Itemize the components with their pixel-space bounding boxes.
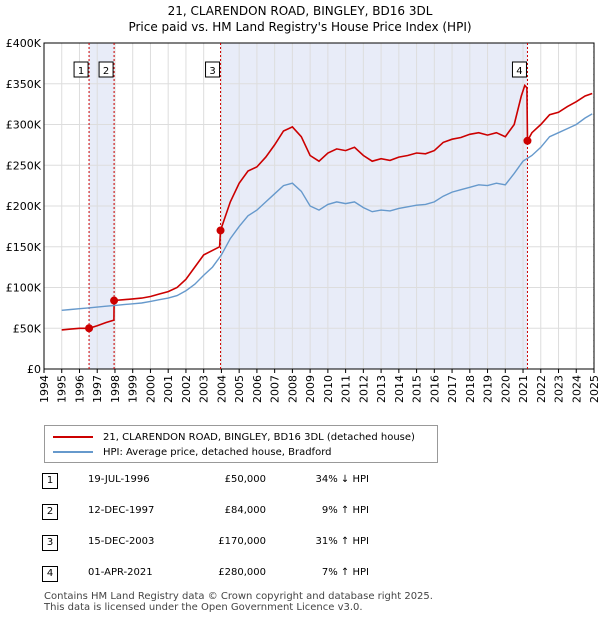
legend-label-property: 21, CLARENDON ROAD, BINGLEY, BD16 3DL (d… (103, 431, 415, 443)
legend-item-property: 21, CLARENDON ROAD, BINGLEY, BD16 3DL (d… (53, 430, 415, 444)
x-tick-label: 2001 (162, 375, 175, 403)
x-tick-label: 2013 (375, 375, 388, 403)
sale-marker-number: 2 (103, 66, 109, 77)
x-tick-label: 2021 (517, 375, 530, 403)
sale-marker-label-box: 2 (98, 61, 114, 78)
sale-point (110, 296, 119, 305)
footer: Contains HM Land Registry data © Crown c… (44, 591, 433, 613)
x-tick-label: 1997 (91, 375, 104, 403)
x-tick-label: 2020 (499, 375, 512, 403)
x-tick-label: 2010 (322, 375, 335, 403)
x-tick-label: 2004 (215, 375, 228, 403)
sale-point (216, 226, 225, 235)
footer-licence: This data is licensed under the Open Gov… (44, 602, 363, 613)
sale-price: £84,000 (224, 505, 266, 516)
x-tick-label: 2007 (269, 375, 282, 403)
sale-marker-badge: 2 (42, 504, 58, 520)
x-tick-label: 1998 (109, 375, 122, 403)
x-tick-label: 2003 (198, 375, 211, 403)
x-tick-label: 1999 (127, 375, 140, 403)
sale-row: 3 15-DEC-2003 £170,000 31% ↑ HPI (42, 532, 442, 554)
x-tick-label: 2016 (428, 375, 441, 403)
legend-label-hpi: HPI: Average price, detached house, Brad… (103, 446, 332, 458)
sale-marker-box (205, 61, 221, 78)
x-tick-label: 2025 (588, 375, 600, 403)
sale-marker-label-box: 4 (511, 61, 527, 78)
sale-marker-badge: 3 (42, 535, 58, 551)
sale-price: £50,000 (224, 474, 266, 485)
x-tick-label: 2019 (482, 375, 495, 403)
chart-title: 21, CLARENDON ROAD, BINGLEY, BD16 3DL (167, 4, 433, 18)
sale-date: 01-APR-2021 (88, 567, 153, 578)
y-tick-label: £0 (27, 363, 41, 376)
sale-date: 19-JUL-1996 (88, 474, 150, 485)
price-chart: £0 £50K £100K £150K £200K £250K £300K £350K £400… (6, 37, 600, 403)
x-tick-label: 2022 (535, 375, 548, 403)
x-tick-label: 2012 (357, 375, 370, 403)
sale-marker-number: 1 (78, 66, 84, 77)
sale-point (523, 136, 532, 145)
sale-hpi-diff: 9% ↑ HPI (321, 505, 369, 516)
x-tick-label: 1995 (56, 375, 69, 403)
y-tick-label: £250K (6, 159, 42, 172)
x-tick-label: 2005 (233, 375, 246, 403)
sale-row: 4 01-APR-2021 £280,000 7% ↑ HPI (42, 563, 442, 585)
sale-marker-box (98, 61, 114, 78)
sale-marker-box (511, 61, 527, 78)
property-price-line (61, 83, 593, 331)
footer-copyright: Contains HM Land Registry data © Crown c… (44, 591, 433, 602)
sale-marker-box (73, 61, 89, 78)
sale-row: 1 19-JUL-1996 £50,000 34% ↓ HPI (42, 470, 442, 492)
sale-marker-badge: 1 (42, 473, 58, 489)
sale-date: 12-DEC-1997 (88, 505, 155, 516)
y-tick-label: £200K (6, 200, 42, 213)
sale-price: £280,000 (218, 567, 266, 578)
legend-item-hpi: HPI: Average price, detached house, Brad… (53, 445, 331, 459)
y-tick-label: £400K (6, 37, 42, 50)
sale-hpi-diff: 31% ↑ HPI (315, 536, 369, 547)
x-tick-label: 2023 (553, 375, 566, 403)
x-tick-label: 1996 (73, 375, 86, 403)
y-tick-label: £50K (13, 322, 42, 335)
y-tick-label: £350K (6, 78, 42, 91)
y-tick-label: £100K (6, 282, 42, 295)
sale-hpi-diff: 7% ↑ HPI (321, 567, 369, 578)
hpi-line (61, 113, 593, 311)
sale-marker-number: 4 (516, 66, 522, 77)
x-tick-label: 2011 (340, 375, 353, 403)
x-tick-label: 2009 (304, 375, 317, 403)
x-tick-label: 2006 (251, 375, 264, 403)
y-tick-label: £300K (6, 119, 42, 132)
x-tick-label: 2018 (464, 375, 477, 403)
plot-frame (43, 42, 595, 370)
x-tick-label: 2000 (144, 375, 157, 403)
x-tick-label: 2015 (411, 375, 424, 403)
x-tick-label: 2002 (180, 375, 193, 403)
legend: 21, CLARENDON ROAD, BINGLEY, BD16 3DL (d… (44, 425, 438, 463)
x-tick-label: 2014 (393, 375, 406, 403)
sale-date: 15-DEC-2003 (88, 536, 155, 547)
x-tick-label: 1994 (38, 375, 51, 403)
legend-swatch-property (53, 436, 93, 438)
sale-row: 2 12-DEC-1997 £84,000 9% ↑ HPI (42, 501, 442, 523)
y-tick-label: £150K (6, 241, 42, 254)
chart-subtitle: Price paid vs. HM Land Registry's House … (128, 20, 472, 34)
sale-point (85, 324, 94, 333)
x-tick-label: 2024 (570, 375, 583, 403)
x-tick-label: 2008 (286, 375, 299, 403)
x-tick-label: 2017 (446, 375, 459, 403)
sale-marker-badge: 4 (42, 566, 58, 582)
sale-price: £170,000 (218, 536, 266, 547)
legend-swatch-hpi (53, 451, 93, 453)
sale-marker-number: 3 (209, 66, 215, 77)
sale-marker-label-box: 1 (73, 61, 89, 78)
sale-hpi-diff: 34% ↓ HPI (315, 474, 369, 485)
sale-marker-label-box: 3 (205, 61, 221, 78)
